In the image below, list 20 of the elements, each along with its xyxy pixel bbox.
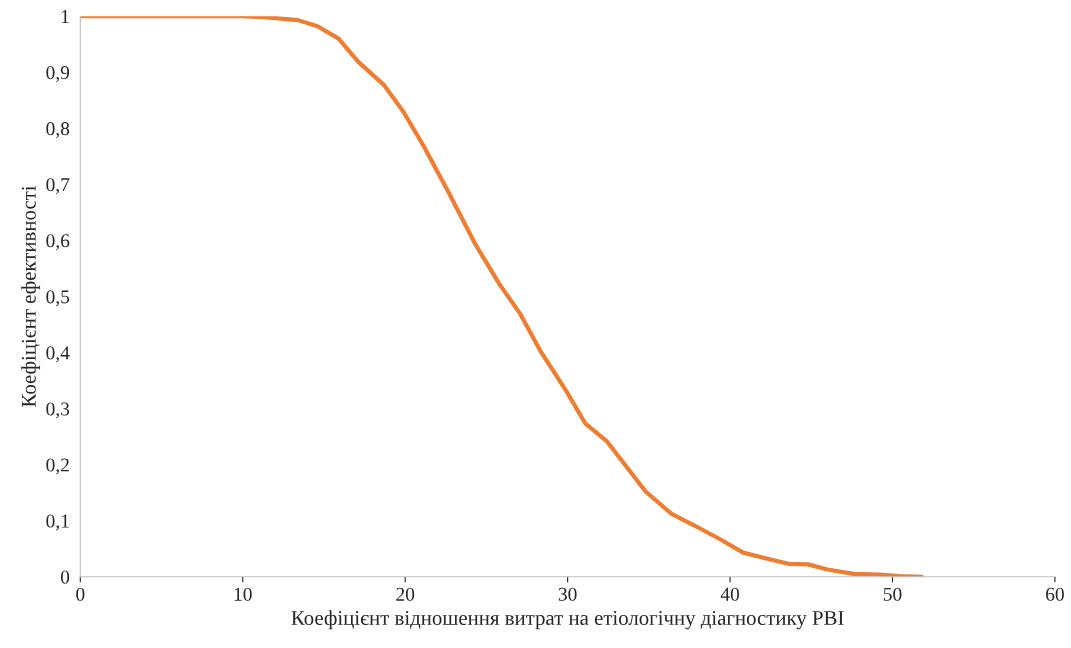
x-tick-label: 0 bbox=[76, 587, 85, 601]
y-tick-label: 0,7 bbox=[46, 178, 70, 195]
y-tick-label: 0 bbox=[60, 570, 70, 584]
x-tick-label: 50 bbox=[883, 587, 902, 601]
y-axis-title: Коефіцієнт ефективності bbox=[21, 185, 41, 407]
y-tick-label: 0,8 bbox=[46, 122, 70, 139]
y-tick-label: 0,4 bbox=[46, 346, 70, 363]
x-tick-label: 30 bbox=[558, 587, 577, 601]
x-tick-label: 40 bbox=[720, 587, 740, 601]
y-tick-label: 0,2 bbox=[46, 458, 69, 475]
y-tick-label: 0,6 bbox=[46, 234, 70, 251]
x-tick-label: 60 bbox=[1046, 587, 1064, 601]
x-tick-label: 20 bbox=[396, 587, 415, 601]
y-tick-label: 1 bbox=[61, 10, 69, 23]
y-tick-label: 0,3 bbox=[46, 402, 70, 419]
y-tick-label: 0,5 bbox=[46, 290, 70, 307]
y-tick-label: 0,1 bbox=[46, 514, 69, 531]
x-axis-title: Коефіцієнт відношення витрат на етіологічну діагностику РВІ bbox=[291, 610, 844, 630]
x-tick-label: 10 bbox=[234, 587, 252, 601]
y-tick-label: 0,9 bbox=[46, 66, 70, 82]
